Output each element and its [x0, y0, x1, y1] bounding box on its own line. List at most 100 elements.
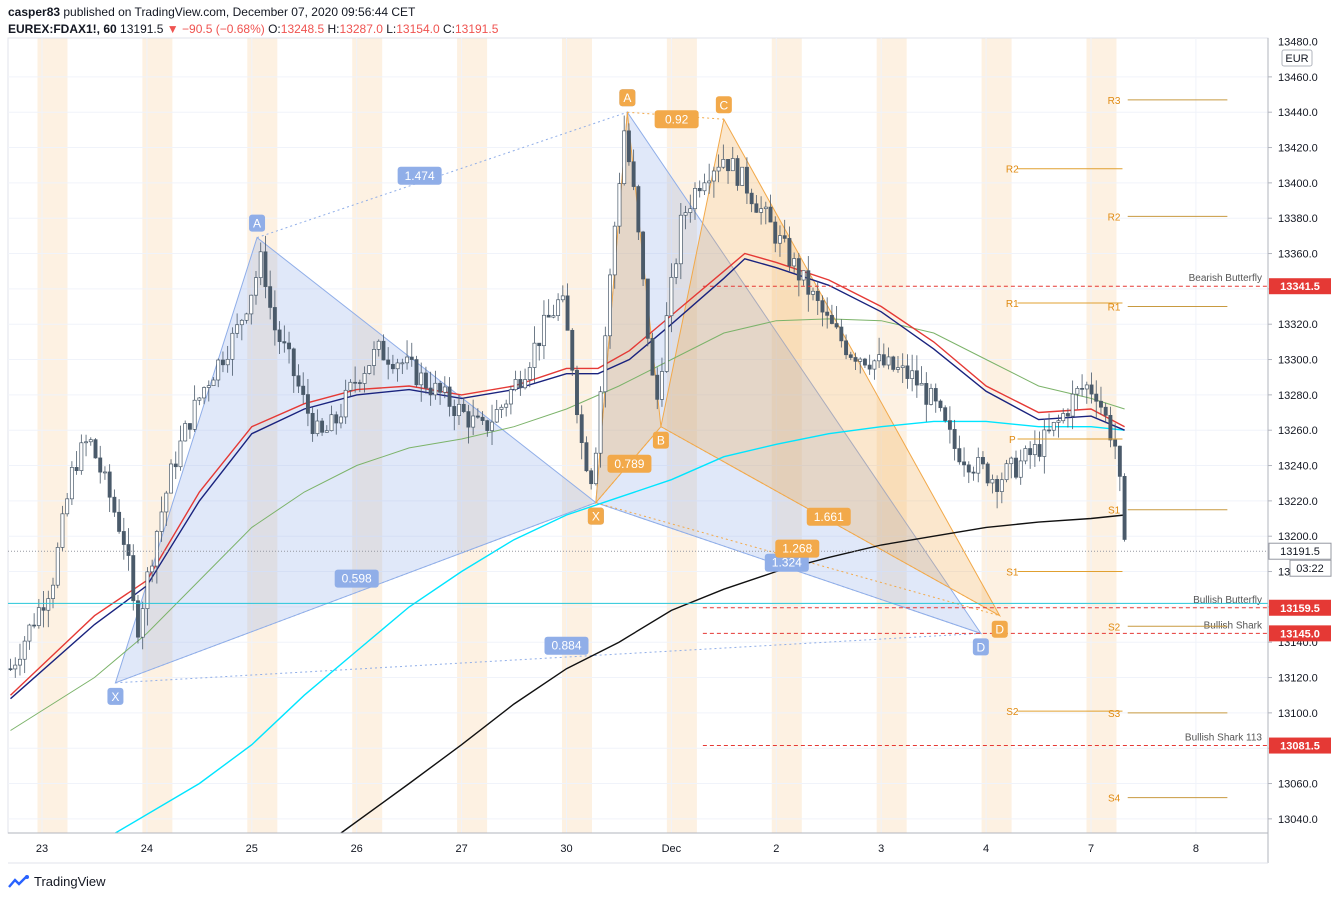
candle-body: [494, 409, 499, 423]
candle-body: [159, 511, 164, 532]
pattern-ratio-badge: [806, 507, 851, 526]
candle-body: [409, 356, 414, 360]
symbol-label[interactable]: EUREX:FDAX1!, 60: [8, 22, 117, 36]
candle-body: [1014, 457, 1018, 478]
candle-body: [372, 349, 376, 366]
candle-body: [905, 365, 910, 379]
candle-body: [513, 379, 518, 390]
candle-body: [763, 206, 768, 210]
axes: 13040.013060.013080.013100.013120.013140…: [8, 37, 1332, 864]
candle-body: [1099, 400, 1103, 408]
candle-body: [79, 442, 84, 471]
pattern-point-badge: [619, 89, 636, 107]
author-name[interactable]: casper83: [8, 5, 61, 19]
candle-body: [796, 258, 801, 281]
candle-body: [230, 332, 235, 360]
open-value: 13248.5: [280, 22, 325, 36]
candle-body: [957, 448, 962, 463]
candle-body: [730, 158, 735, 172]
candle-body: [792, 258, 797, 267]
candle-body: [150, 565, 155, 573]
candle-body: [674, 263, 679, 278]
pivot-label: R1: [1108, 303, 1121, 314]
candle-body: [962, 461, 967, 466]
candle-body: [589, 470, 594, 485]
indicator-sma_green: [10, 318, 1125, 731]
harmonic-patterns: [114, 110, 1002, 684]
y-tick-label: 13420.0: [1278, 143, 1318, 155]
x-tick-label: 8: [1193, 843, 1199, 855]
candle-body: [192, 399, 197, 430]
candle-body: [768, 206, 773, 223]
candle-body: [669, 276, 674, 317]
candle-body: [537, 342, 542, 347]
pattern-point-label: D: [995, 623, 1004, 637]
y-tick-label: 13100.0: [1278, 708, 1318, 720]
candle-body: [1056, 420, 1061, 423]
candle-body: [367, 365, 372, 374]
candle-body: [744, 166, 749, 194]
candle-body: [13, 664, 18, 670]
candle-body: [811, 290, 815, 295]
candle-body: [773, 221, 778, 244]
candle-body: [282, 341, 287, 344]
candle-body: [447, 386, 452, 407]
indicators: [10, 252, 1125, 834]
pattern-ratio-line: [256, 111, 628, 239]
tradingview-brand[interactable]: TradingView: [8, 874, 106, 889]
low-label: L:: [386, 22, 397, 36]
candle-body: [490, 421, 494, 431]
pivot-label: R2: [1108, 212, 1121, 223]
candle-body: [886, 356, 891, 366]
candle-body: [145, 571, 150, 609]
candle-body: [235, 324, 240, 334]
last-price: 13191.5: [120, 22, 164, 36]
candle-body: [140, 608, 145, 638]
candle-body: [301, 385, 306, 395]
candle-body: [872, 360, 877, 370]
indicator-ema_red: [10, 252, 1125, 696]
pattern-ratio-badge: [397, 166, 442, 185]
candle-body: [914, 370, 919, 386]
candle-body: [749, 192, 754, 205]
candle-body: [556, 299, 561, 317]
candle-body: [584, 442, 589, 472]
candle-body: [881, 354, 886, 366]
candle-body: [853, 357, 858, 362]
pattern-ratio-label: 0.598: [342, 572, 372, 586]
candle-body: [258, 251, 263, 278]
candle-body: [400, 362, 405, 365]
candle-body: [84, 441, 89, 444]
candle-body: [1042, 429, 1047, 457]
candle-body: [239, 319, 244, 326]
candle-body: [169, 463, 173, 494]
candle-body: [353, 381, 358, 384]
candle-body: [593, 452, 598, 485]
pattern-ratio-line: [115, 502, 597, 684]
candle-body: [51, 584, 55, 599]
candle-body: [612, 225, 617, 276]
pivot-label: R2: [1006, 165, 1019, 176]
candle-body: [1004, 463, 1009, 481]
candle-body: [938, 400, 943, 409]
x-tick-label: 30: [560, 843, 572, 855]
pattern-ratio-label: 1.474: [405, 169, 435, 183]
candle-body: [202, 387, 207, 399]
y-tick-label: 13040.0: [1278, 814, 1318, 826]
candle-body: [782, 235, 787, 239]
countdown-tag: [1289, 559, 1332, 577]
candle-body: [225, 358, 230, 366]
candle-body: [475, 415, 480, 418]
candle-body: [221, 359, 225, 366]
candle-body: [18, 658, 22, 666]
candle-body: [565, 295, 570, 331]
candle-body: [376, 340, 381, 350]
candle-body: [1065, 413, 1070, 417]
candle-body: [688, 208, 693, 213]
candle-body: [664, 315, 669, 372]
candle-body: [641, 231, 646, 280]
candle-body: [334, 414, 339, 424]
candle-body: [801, 270, 806, 281]
candle-body: [277, 329, 282, 342]
